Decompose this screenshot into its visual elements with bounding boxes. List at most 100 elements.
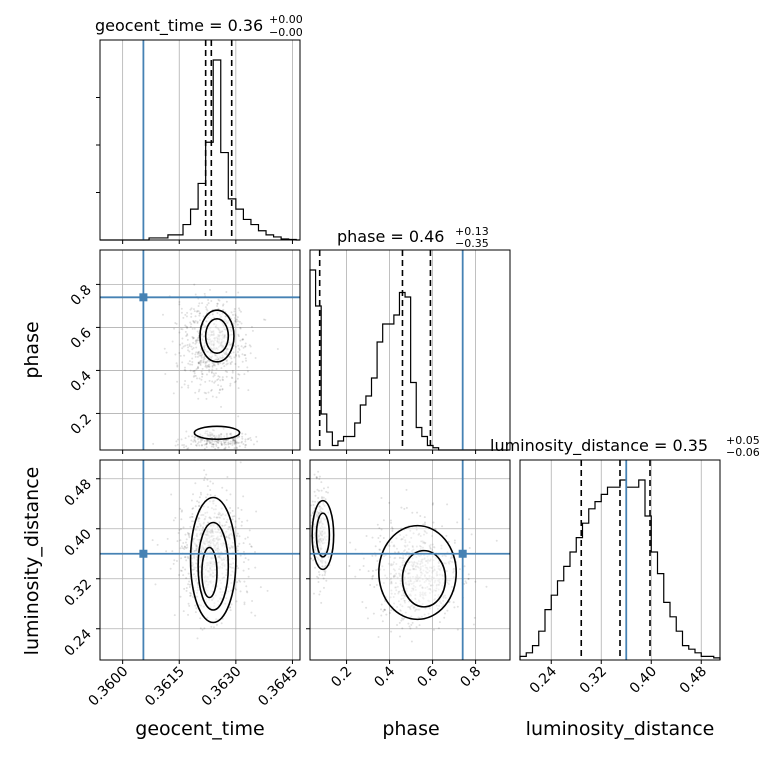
histogram-luminosity_distance	[519, 479, 721, 660]
sample-point	[203, 575, 206, 578]
sample-point	[223, 334, 226, 337]
sample-point	[203, 532, 206, 535]
sample-point	[423, 613, 426, 616]
sample-point	[209, 334, 212, 337]
sample-point	[179, 547, 182, 550]
sample-point	[412, 584, 415, 587]
sample-point	[440, 544, 443, 547]
sample-point	[416, 511, 419, 514]
sample-point	[233, 441, 236, 444]
sample-point	[201, 302, 204, 305]
sample-point	[438, 578, 441, 581]
sample-point	[423, 592, 426, 595]
sample-point	[219, 357, 222, 360]
sample-point	[173, 327, 176, 330]
sample-point	[403, 599, 406, 602]
sample-point	[403, 578, 406, 581]
sample-point	[213, 374, 216, 377]
sample-point	[203, 346, 206, 349]
sample-point	[221, 558, 224, 561]
sample-point	[387, 544, 390, 547]
sample-point	[419, 567, 422, 570]
sample-point	[223, 334, 226, 337]
sample-point	[244, 438, 247, 441]
sample-point	[423, 574, 426, 577]
sample-point	[211, 575, 214, 578]
sample-point	[240, 524, 243, 527]
sample-point	[202, 505, 205, 508]
sample-point	[310, 557, 313, 560]
sample-point	[215, 324, 218, 327]
sample-point	[211, 528, 214, 531]
sample-point	[206, 586, 209, 589]
sample-point	[213, 359, 216, 362]
sample-point	[223, 435, 226, 438]
sample-point	[318, 475, 321, 478]
sample-point	[212, 362, 215, 365]
sample-point	[189, 308, 192, 311]
sample-point	[204, 568, 207, 571]
sample-point	[227, 446, 230, 449]
sample-point	[323, 566, 326, 569]
sample-point	[321, 565, 324, 568]
sample-point	[424, 564, 427, 567]
sample-point	[181, 361, 184, 364]
sample-point	[422, 523, 425, 526]
sample-point	[206, 569, 209, 572]
sample-point	[230, 330, 233, 333]
sample-point	[410, 580, 413, 583]
sample-point	[200, 555, 203, 558]
sample-point	[205, 566, 208, 569]
sample-point	[322, 537, 325, 540]
sample-point	[209, 573, 212, 576]
sample-point	[244, 444, 247, 447]
sample-point	[318, 542, 321, 545]
sample-point	[232, 562, 235, 565]
contour-line	[189, 496, 237, 624]
sample-point	[223, 447, 226, 450]
sample-point	[320, 534, 323, 537]
sample-point	[320, 510, 323, 513]
sample-point	[426, 585, 429, 588]
sample-point	[205, 583, 208, 586]
sample-point	[242, 550, 245, 553]
sample-point	[410, 623, 413, 626]
sample-point	[419, 584, 422, 587]
sample-point	[196, 518, 199, 521]
sample-point	[383, 608, 386, 611]
sample-point	[398, 621, 401, 624]
sample-point	[154, 583, 157, 586]
sample-point	[217, 435, 220, 438]
sample-point	[444, 594, 447, 597]
sample-point	[377, 635, 380, 638]
sample-point	[228, 333, 231, 336]
sample-point	[233, 439, 236, 442]
sample-point	[411, 550, 414, 553]
sample-point	[409, 578, 412, 581]
sample-point	[180, 509, 183, 512]
sample-point	[218, 341, 221, 344]
sample-point	[312, 503, 315, 506]
sample-point	[207, 336, 210, 339]
sample-point	[415, 528, 418, 531]
sample-point	[401, 627, 404, 630]
sample-point	[212, 343, 215, 346]
sample-point	[210, 443, 213, 446]
sample-point	[453, 567, 456, 570]
sample-point	[206, 528, 209, 531]
sample-point	[361, 601, 364, 604]
sample-point	[412, 548, 415, 551]
sample-point	[231, 371, 234, 374]
sample-point	[222, 558, 225, 561]
sample-point	[228, 547, 231, 550]
sample-point	[366, 617, 369, 620]
sample-point	[212, 540, 215, 543]
sample-point	[200, 558, 203, 561]
sample-point	[218, 337, 221, 340]
sample-point	[216, 337, 219, 340]
sample-point	[206, 360, 209, 363]
sample-point	[412, 532, 415, 535]
sample-point	[428, 575, 431, 578]
sample-point	[211, 572, 214, 575]
sample-point	[207, 544, 210, 547]
